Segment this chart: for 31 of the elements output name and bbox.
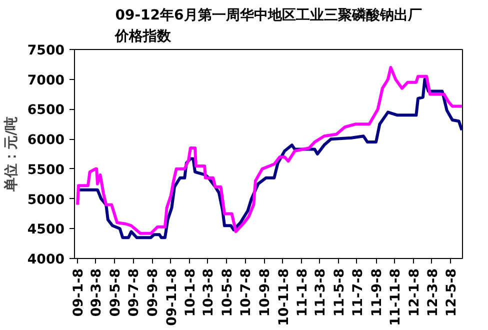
x-tick-label: 09-9-8	[146, 268, 162, 317]
y-tick-label: 7500	[27, 44, 65, 58]
y-tick-label: 6500	[27, 103, 65, 118]
x-tick-label: 09-5-8	[108, 268, 124, 317]
x-tick-label: 11-11-8	[388, 268, 404, 326]
x-tick-label: 10-7-8	[239, 268, 254, 317]
y-tick-label: 4000	[27, 252, 65, 268]
y-tick-label: 4500	[27, 222, 65, 238]
y-tick-label: 6000	[27, 133, 65, 148]
x-tick-label: 10-11-8	[276, 268, 292, 326]
y-axis-title: 单位：元/吨	[3, 116, 20, 193]
x-tick-label: 09-3-8	[90, 268, 105, 317]
x-tick-label: 12-5-8	[444, 268, 460, 317]
x-tick-label: 11-3-8	[314, 268, 329, 317]
x-tick-label: 10-3-8	[202, 268, 217, 317]
x-tick-label: 12-3-8	[426, 268, 441, 317]
x-tick-label: 09-1-8	[72, 268, 87, 317]
x-tick-label: 11-5-8	[332, 268, 348, 317]
x-tick-label: 12-1-8	[407, 268, 422, 317]
x-tick-label: 10-5-8	[220, 268, 236, 317]
x-tick-label: 09-7-8	[127, 268, 142, 317]
x-tick-label: 11-1-8	[295, 268, 310, 317]
y-tick-label: 5000	[27, 192, 65, 208]
x-tick-label: 11-9-8	[370, 268, 386, 317]
y-tick-label: 5500	[27, 162, 65, 178]
x-tick-label: 11-7-8	[350, 268, 366, 317]
y-tick-label: 7000	[27, 73, 65, 88]
x-tick-label: 10-9-8	[258, 268, 274, 317]
x-tick-label: 10-1-8	[184, 268, 199, 317]
x-tick-label: 09-11-8	[164, 268, 180, 326]
chart-title: 09-12年6月第一周华中地区工业三聚磷酸钠出厂价格指数	[114, 8, 422, 44]
